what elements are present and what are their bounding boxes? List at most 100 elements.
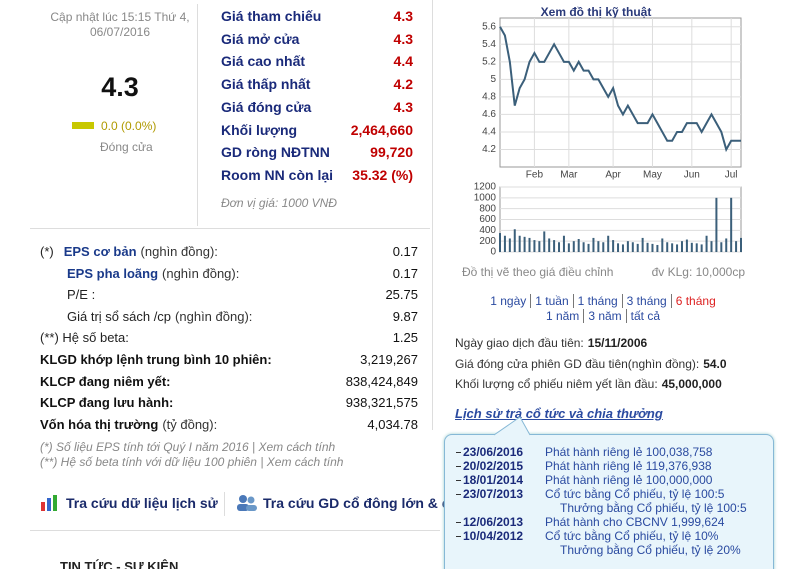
volume-bar xyxy=(533,240,536,252)
price-label: Giá tham chiếu xyxy=(221,8,322,24)
y-tick-label: 4.8 xyxy=(482,92,496,103)
volume-bar xyxy=(651,243,654,252)
dividend-popup xyxy=(444,434,774,569)
price-label: Room NN còn lại xyxy=(221,166,334,183)
listing-row: Giá đóng cửa phiên GD đầu tiên(nghìn đồn… xyxy=(455,358,727,370)
dividend-title[interactable]: Lịch sử trả cổ tức và chia thưởng xyxy=(455,406,663,421)
divider xyxy=(197,4,198,226)
stat-row: P/E : xyxy=(40,288,95,301)
y-tick-label: 5.6 xyxy=(482,21,496,32)
period-link[interactable]: 1 tháng xyxy=(572,294,622,308)
y-tick-label: 600 xyxy=(479,214,496,225)
volume-bar xyxy=(631,242,634,252)
volume-bar xyxy=(671,243,674,252)
volume-bar xyxy=(612,240,615,252)
volume-bar xyxy=(508,238,511,252)
volume-bar xyxy=(518,235,521,252)
volume-bar xyxy=(572,241,575,252)
dividend-date: 12/06/2013 xyxy=(463,515,524,529)
dividend-text: Cổ tức bằng Cổ phiếu, tỷ lệ 100:5 xyxy=(545,487,725,501)
bullet xyxy=(456,494,461,495)
period-link[interactable]: 1 năm xyxy=(545,309,580,323)
stat-note: (**) Hệ số beta tính với dữ liệu 100 phi… xyxy=(40,455,344,469)
volume-bar xyxy=(592,237,595,252)
volume-bar xyxy=(553,240,556,252)
volume-bar xyxy=(710,241,713,252)
stat-row: EPS pha loãng (nghìn đồng): xyxy=(40,267,239,280)
chart-note: đv KLg: 10,000cp xyxy=(651,265,745,279)
period-link[interactable]: tất cả xyxy=(625,309,665,323)
dividend-text: Phát hành riêng lẻ 100,038,758 xyxy=(545,445,713,459)
price-value: 4.4 xyxy=(393,53,413,70)
stat-row: KLCP đang niêm yết: xyxy=(40,375,171,388)
tool-link[interactable]: Tra cứu dữ liệu lịch sử xyxy=(66,495,218,511)
price-value: 99,720 xyxy=(370,144,413,161)
y-tick-label: 0 xyxy=(490,247,496,258)
stat-value: 0.17 xyxy=(392,265,418,281)
chart-icon xyxy=(41,495,57,511)
volume-bar xyxy=(715,197,718,252)
price: 4.3 xyxy=(101,72,139,102)
y-tick-label: 5 xyxy=(490,74,496,85)
volume-bar xyxy=(513,229,516,252)
x-tick-label: Apr xyxy=(605,170,621,181)
volume-bar xyxy=(548,238,551,252)
price-label: Giá đóng cửa xyxy=(221,98,312,115)
chart: 4.2 4.4 4.6 4.8 5 5.2 5.4 5.6 Feb Mar Apr May Jun Jul… xyxy=(474,17,742,258)
volume-bar xyxy=(656,244,659,252)
volume-bar xyxy=(695,243,698,252)
stat-label: KLCP đang lưu hành: xyxy=(40,395,174,411)
price-value: 4.3 xyxy=(393,30,413,47)
stat-row: (*) EPS cơ bản (nghìn đồng): xyxy=(40,245,218,258)
period-link[interactable]: 3 năm xyxy=(583,309,626,323)
volume-bar xyxy=(523,236,526,252)
chart-title[interactable]: Xem đồ thị kỹ thuật xyxy=(540,5,652,19)
period-link[interactable]: 1 tuần xyxy=(530,294,573,308)
dividend-date: 23/07/2013 xyxy=(463,487,524,501)
period-row: 1 năm 3 năm tất cả xyxy=(440,309,766,323)
volume-bar xyxy=(735,241,738,252)
dividend-text: Phát hành riêng lẻ 119,376,938 xyxy=(545,459,712,473)
price-label: GD ròng NĐTNN xyxy=(221,144,330,161)
price-value: 4.3 xyxy=(393,8,413,24)
volume-bar xyxy=(503,235,506,252)
volume-bar xyxy=(626,241,629,252)
price-value: 4.3 xyxy=(393,98,413,115)
period-link[interactable]: 1 ngày xyxy=(490,294,527,308)
stat-unit: (nghìn đồng): xyxy=(162,265,240,281)
volume-bar xyxy=(543,231,546,252)
volume-bar xyxy=(499,233,501,252)
bullet xyxy=(456,466,461,467)
listing-row: Ngày giao dịch đầu tiên: 15/11/2006 xyxy=(455,337,647,349)
y-tick-label: 1000 xyxy=(474,192,497,203)
price-label: Giá mở cửa xyxy=(221,30,300,47)
y-tick-label: 4.6 xyxy=(482,109,496,120)
volume-bar xyxy=(641,237,644,252)
price-label: Khối lượng xyxy=(221,121,298,138)
stat-row: Giá trị sổ sách /cp (nghìn đồng): xyxy=(40,310,252,323)
stat-value: 25.75 xyxy=(385,287,418,303)
stat-label: KLGD khớp lệnh trung bình 10 phiên: xyxy=(40,352,272,367)
volume-bar xyxy=(562,235,565,252)
stat-unit: (nghìn đồng): xyxy=(140,244,218,259)
price-line xyxy=(499,26,741,153)
period-link[interactable]: 3 tháng xyxy=(621,294,671,308)
period-row: 1 ngày 1 tuần 1 tháng 3 tháng 6 tháng xyxy=(440,294,766,308)
stat-value: 1.25 xyxy=(392,330,418,346)
period-link[interactable]: 6 tháng xyxy=(670,294,720,308)
listing-row: Khối lượng cổ phiếu niêm yết lần đầu: 45,… xyxy=(455,378,722,390)
y-tick-label: 200 xyxy=(479,236,496,247)
volume-bar xyxy=(676,244,679,252)
stat-label: Vốn hóa thị trường xyxy=(40,416,159,432)
dividend-text: Phát hành cho CBCNV 1,999,624 xyxy=(545,515,725,529)
volume-bar xyxy=(538,241,541,252)
y-tick-label: 4.2 xyxy=(482,144,496,155)
stat-value: 4,034.78 xyxy=(367,416,418,432)
y-tick-label: 4.4 xyxy=(482,127,496,138)
price-value: 4.2 xyxy=(393,76,413,93)
bullet xyxy=(456,536,461,537)
volume-bar xyxy=(730,197,733,252)
bullet xyxy=(456,522,461,523)
x-tick-label: Mar xyxy=(560,170,578,181)
price-label: Giá thấp nhất xyxy=(221,76,311,93)
